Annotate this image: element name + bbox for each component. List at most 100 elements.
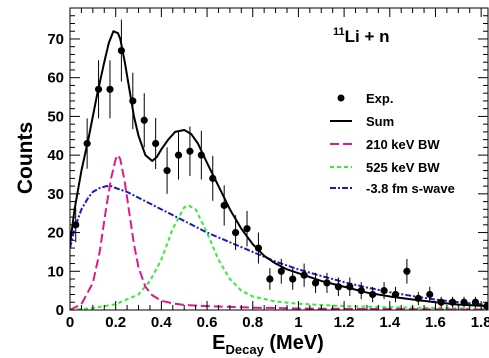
data-point — [72, 207, 80, 243]
x-tick-label: 0 — [66, 314, 74, 331]
data-marker — [243, 225, 251, 233]
annotation-mass: 11 — [333, 26, 345, 38]
y-tick-label: 0 — [56, 302, 64, 319]
legend-label-exp: Exp. — [366, 91, 393, 106]
x-axis-title: EDecay (MeV) — [212, 332, 324, 357]
data-point — [334, 277, 342, 297]
axis-ticks: 0 0.2 0.4 0.6 0.8 1 1.2 1.4 1.6 1.8 0 10 20 30 40 50 60 7… — [47, 7, 489, 331]
x-tick-label: 1 — [294, 314, 302, 331]
data-point — [289, 268, 297, 290]
legend-marker-exp — [337, 94, 345, 102]
data-point — [129, 72, 137, 130]
x-tick-label: 0.2 — [105, 314, 126, 331]
series-line-210-kev-bw — [70, 154, 488, 310]
data-marker — [197, 151, 205, 159]
legend-label-525kev: 525 keV BW — [366, 160, 440, 175]
x-tick-label: 1.6 — [425, 314, 446, 331]
plot-frame — [69, 7, 489, 311]
legend-label-swave: -3.8 fm s-wave — [366, 181, 455, 196]
legend-label-210kev: 210 keV BW — [366, 137, 440, 152]
data-point — [448, 296, 457, 308]
data-point — [311, 272, 320, 293]
data-point — [300, 263, 308, 287]
series-line-525-kev-bw — [70, 204, 488, 310]
x-axis-title-unit: (MeV) — [264, 332, 324, 354]
data-point — [426, 286, 434, 303]
data-marker — [209, 174, 217, 182]
experimental-data — [72, 19, 488, 310]
y-tick-label: 50 — [47, 108, 64, 125]
data-point — [117, 19, 125, 82]
y-tick-label: 70 — [47, 31, 64, 48]
data-marker — [277, 267, 285, 275]
data-marker — [94, 85, 103, 93]
data-marker — [380, 287, 388, 295]
data-marker — [334, 283, 342, 291]
data-point — [471, 296, 480, 308]
data-point — [403, 258, 411, 284]
data-point — [369, 286, 377, 303]
legend: Exp. Sum 210 keV BW 525 keV BW -3.8 fm s… — [330, 91, 455, 196]
data-marker — [254, 244, 263, 252]
data-marker — [311, 279, 320, 287]
data-point — [243, 210, 251, 247]
data-marker — [483, 302, 488, 310]
data-point — [460, 296, 468, 308]
data-point — [163, 147, 171, 194]
data-marker — [140, 116, 148, 124]
data-marker — [437, 298, 445, 306]
data-marker — [174, 151, 183, 159]
data-marker — [414, 294, 422, 302]
data-point — [277, 258, 285, 284]
data-point — [232, 215, 240, 250]
data-marker — [72, 221, 80, 229]
data-point — [186, 126, 194, 177]
x-axis-title-sub: Decay — [226, 342, 265, 357]
data-point — [437, 296, 445, 308]
annotation-label: 11Li + n — [333, 26, 390, 46]
x-tick-label: 1.8 — [471, 314, 489, 331]
data-marker — [232, 228, 240, 237]
data-marker — [448, 298, 457, 306]
data-point — [323, 272, 331, 293]
y-tick-label: 30 — [47, 186, 64, 203]
data-marker — [460, 298, 468, 306]
data-point — [152, 117, 160, 170]
x-tick-label: 1.2 — [334, 314, 355, 331]
data-marker — [117, 46, 125, 55]
x-tick-label: 0.4 — [151, 314, 173, 331]
data-point — [220, 185, 228, 226]
data-marker — [346, 283, 354, 291]
data-marker — [163, 167, 171, 175]
data-marker — [403, 267, 411, 275]
data-point — [254, 232, 263, 264]
annotation-text: Li + n — [345, 27, 390, 46]
data-marker — [426, 290, 434, 299]
data-marker — [300, 271, 308, 279]
data-point — [174, 130, 183, 180]
legend-label-sum: Sum — [366, 114, 394, 129]
data-marker — [129, 97, 137, 105]
data-marker — [186, 147, 194, 155]
data-point — [357, 282, 365, 300]
data-point — [83, 118, 91, 169]
data-marker — [152, 139, 160, 148]
data-point — [391, 286, 400, 303]
data-marker — [106, 85, 114, 93]
y-tick-label: 10 — [47, 263, 64, 280]
data-marker — [391, 290, 400, 299]
data-point — [483, 302, 488, 310]
y-tick-label: 40 — [47, 147, 64, 164]
data-marker — [83, 139, 91, 148]
data-point — [266, 268, 274, 290]
y-axis-title: Counts — [14, 122, 37, 194]
y-tick-label: 60 — [47, 70, 64, 87]
x-tick-label: 0.6 — [197, 314, 218, 331]
data-point — [209, 155, 217, 201]
x-axis-title-main: E — [212, 332, 225, 354]
data-point — [346, 277, 354, 297]
data-point — [140, 93, 148, 148]
data-marker — [220, 201, 228, 210]
